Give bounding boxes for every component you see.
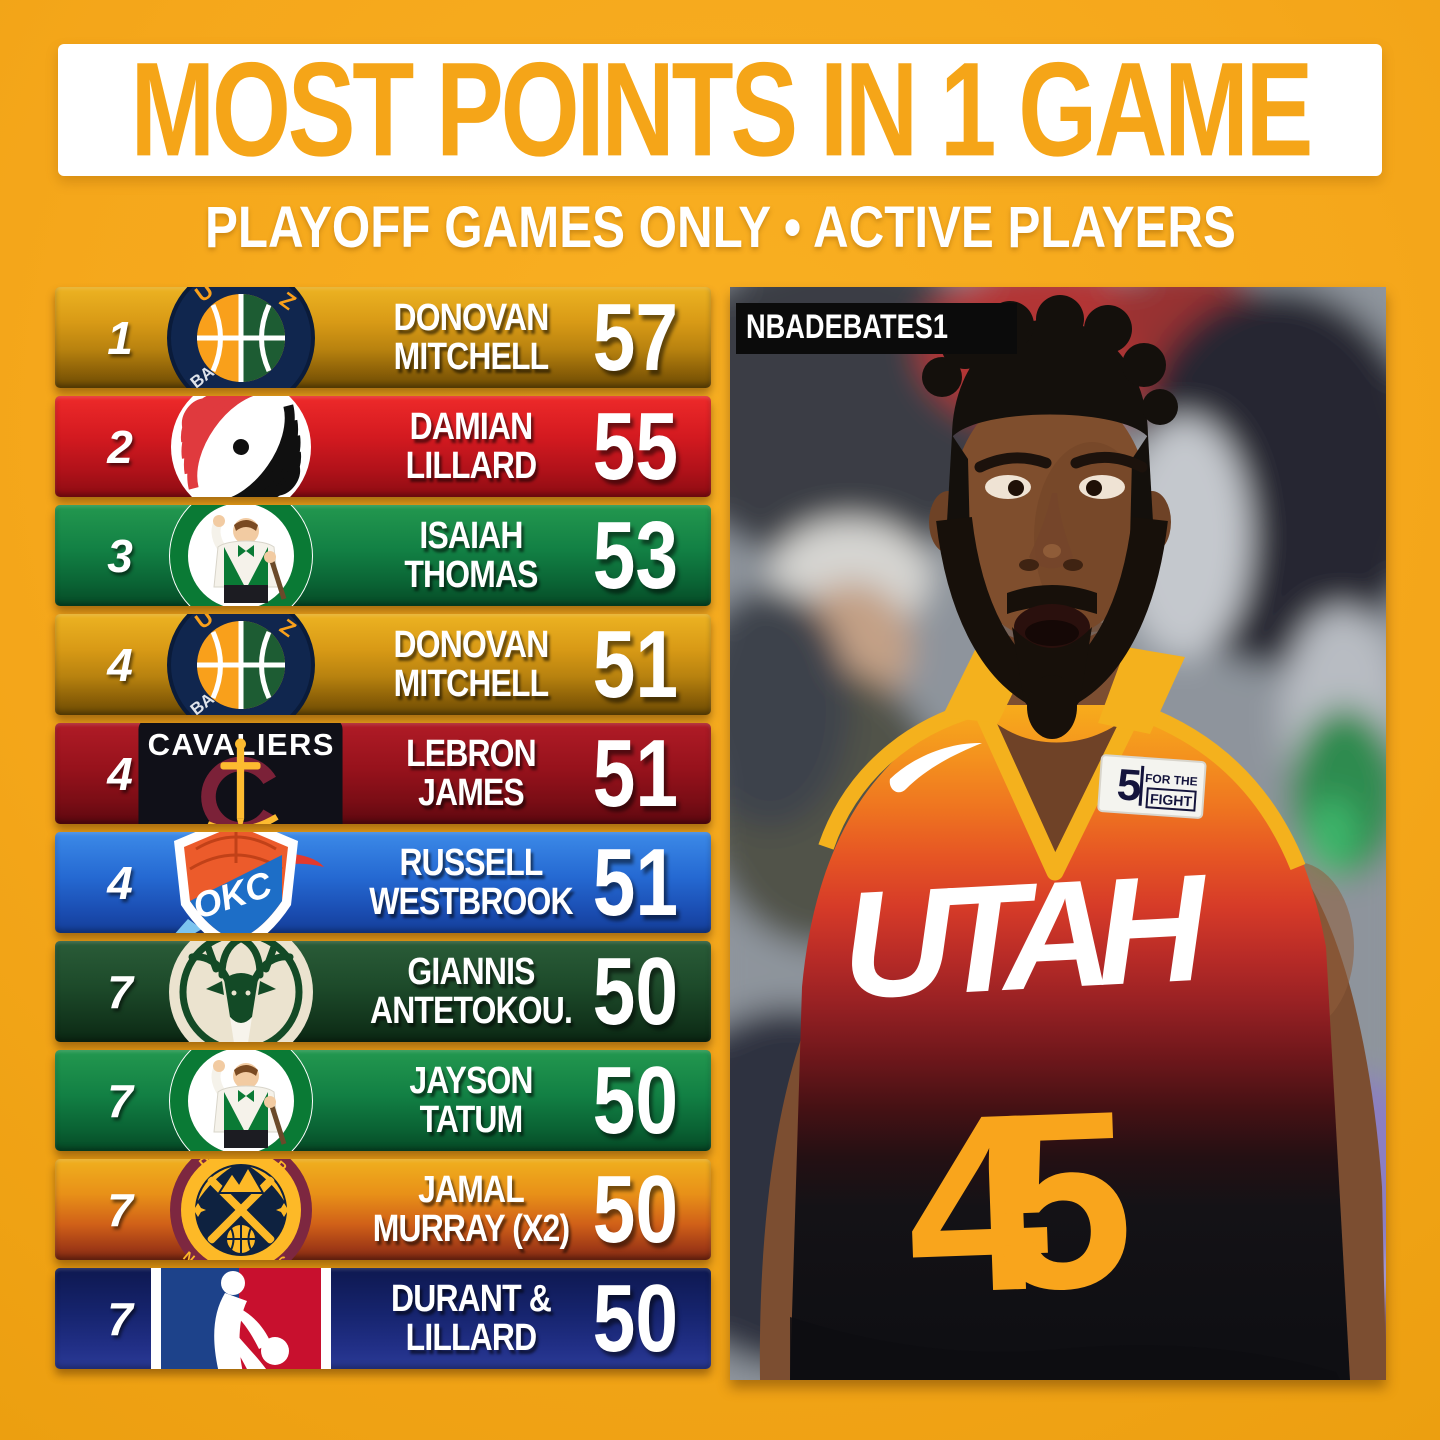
page-subtitle: PLAYOFF GAMES ONLY • ACTIVE PLAYERS: [204, 194, 1236, 260]
player-name: JAMAL MURRAY (X2): [372, 1168, 570, 1250]
points-value: 55: [592, 396, 678, 497]
ranking-row-10: 7 DURANT & LILLARD 50: [55, 1268, 711, 1369]
rank-label: 3: [107, 529, 133, 582]
svg-text:LL: LL: [265, 385, 293, 388]
nike-swoosh-icon: [889, 742, 982, 793]
points-value: 50: [592, 941, 678, 1042]
watermark-badge: NBADEBATES1: [736, 303, 1017, 354]
points-value: 51: [592, 832, 678, 933]
svg-text:S: S: [274, 1252, 291, 1260]
player-figure: 5 FOR THE FIGHT UTAH 45: [759, 295, 1386, 1380]
rank-label: 1: [107, 311, 133, 364]
watermark-text: NBADEBATES1: [746, 308, 949, 346]
title-banner: MOST POINTS IN 1 GAME: [58, 35, 1382, 185]
svg-text:FOR THE: FOR THE: [1145, 771, 1199, 789]
points-value: 57: [592, 287, 678, 388]
svg-text:D: D: [195, 1159, 213, 1171]
rank-label: 4: [107, 856, 133, 909]
ranking-row-7: 7 GIANNIS ANTETOKOU. 50: [55, 941, 711, 1042]
svg-text:FIGHT: FIGHT: [1150, 790, 1193, 809]
points-value: 53: [592, 505, 678, 606]
jersey-number: 45: [903, 1058, 1138, 1347]
rank-label: 7: [107, 1292, 133, 1345]
player-name: GIANNIS ANTETOKOU.: [369, 950, 573, 1032]
points-value: 51: [592, 614, 678, 715]
player-name: ISAIAH THOMAS: [404, 514, 538, 596]
svg-text:LL: LL: [265, 712, 293, 715]
player-name: LEBRON JAMES: [406, 732, 537, 814]
points-value: 51: [592, 723, 678, 824]
rank-label: 4: [107, 638, 133, 691]
ranking-row-9: 7 D R N S: [55, 1159, 711, 1260]
player-name: DURANT & LILLARD: [391, 1277, 552, 1359]
celtics-logo: [133, 505, 348, 606]
jersey-wordmark: UTAH: [838, 842, 1214, 1031]
points-value: 50: [592, 1159, 678, 1260]
utah-jazz-logo: U Z BA LL: [133, 614, 348, 715]
five-for-the-fight-patch: 5 FOR THE FIGHT: [1097, 754, 1207, 819]
cavaliers-logo: CAVALIERS: [133, 723, 348, 824]
ranking-row-6: 4 OKC RUSSELL WESTBROOK 51: [55, 832, 711, 933]
player-name: DONOVAN MITCHELL: [393, 296, 550, 378]
svg-text:5: 5: [1115, 760, 1143, 811]
player-name: JAYSON TATUM: [409, 1059, 533, 1141]
player-name: DAMIAN LILLARD: [405, 405, 537, 487]
celtics-logo: [133, 1050, 348, 1151]
rank-label: 7: [107, 965, 133, 1018]
rank-label: 2: [107, 420, 133, 473]
points-value: 50: [592, 1268, 678, 1369]
thunder-logo: OKC: [133, 832, 348, 933]
rank-label: 7: [107, 1183, 133, 1236]
nba-logo: [133, 1268, 348, 1369]
nuggets-logo: D R N S: [133, 1159, 348, 1260]
ranking-row-8: 7 JAYSON TATUM 50: [55, 1050, 711, 1151]
utah-jazz-logo: U Z BA LL: [133, 287, 348, 388]
trail-blazers-logo: [133, 396, 348, 497]
bucks-logo: [133, 941, 348, 1042]
rank-label: 7: [107, 1074, 133, 1127]
points-value: 50: [592, 1050, 678, 1151]
ranking-row-2: 2 DAM: [55, 396, 711, 497]
player-name: DONOVAN MITCHELL: [393, 623, 550, 705]
page-title: MOST POINTS IN 1 GAME: [130, 35, 1313, 185]
player-photo: 5 FOR THE FIGHT UTAH 45: [730, 287, 1386, 1380]
player-name: RUSSELL WESTBROOK: [369, 841, 573, 923]
subtitle-row: PLAYOFF GAMES ONLY • ACTIVE PLAYERS: [0, 194, 1440, 260]
ranking-row-3: 3 ISAIAH THOMAS 53: [55, 505, 711, 606]
rank-label: 4: [107, 747, 133, 800]
